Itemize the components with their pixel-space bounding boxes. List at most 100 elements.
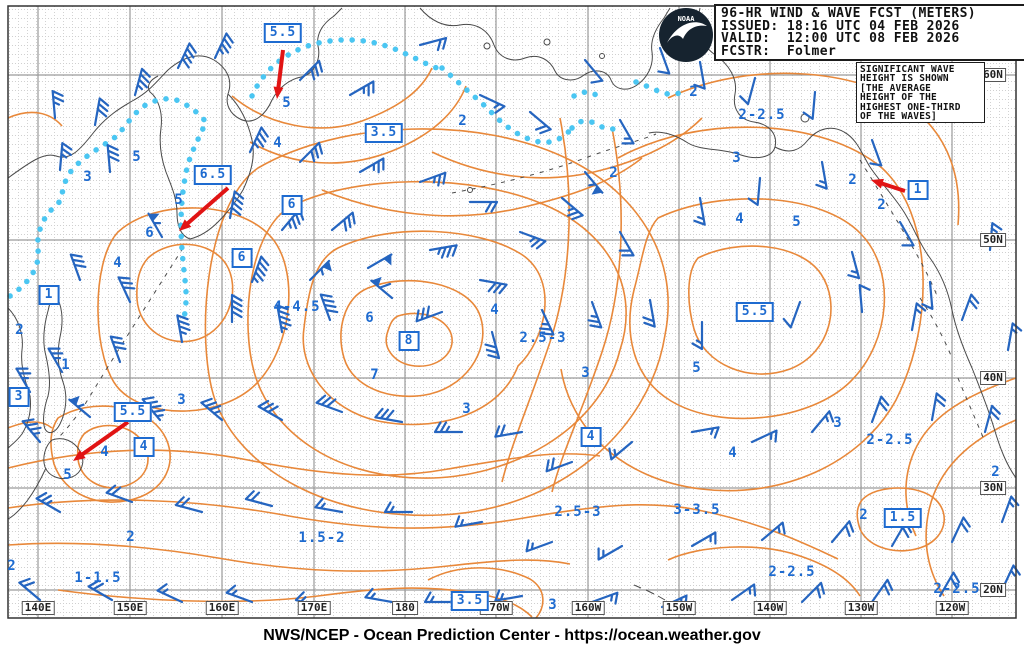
coastline: [633, 584, 666, 601]
wave-contour: [560, 126, 924, 492]
wind-barb: [423, 591, 454, 604]
wind-barb: [348, 80, 375, 97]
wind-barb: [800, 581, 826, 604]
wave-contour: [7, 499, 839, 560]
wind-barb: [58, 142, 73, 172]
wave-height-max-label: 1.5: [883, 508, 923, 528]
wind-barb: [642, 298, 656, 328]
wave-height-max-label: 8: [398, 331, 420, 351]
pointer-arrowhead: [871, 178, 884, 189]
wind-barb: [18, 577, 42, 602]
title-line-1: 96-HR WIND & WAVE FCST (METERS): [721, 6, 977, 21]
wind-barb: [830, 520, 855, 544]
wind-barb: [415, 305, 444, 323]
ice-edge: [7, 37, 689, 321]
wind-barb: [225, 584, 254, 604]
wind-barb: [494, 589, 524, 602]
wind-barb: [539, 308, 555, 336]
wind-barb: [518, 230, 547, 250]
wind-barb: [618, 118, 635, 145]
wave-height-label: 5: [63, 467, 73, 483]
title-block: 96-HR WIND & WAVE FCST (METERS) ISSUED: 1…: [714, 4, 1024, 61]
wind-barb: [870, 395, 890, 424]
wave-height-label: 3: [732, 150, 742, 166]
pointer-arrow: [182, 186, 230, 229]
note-line-2: HEIGHT IS SHOWN: [860, 73, 949, 85]
wind-barb: [21, 418, 42, 444]
wind-barb: [960, 293, 980, 322]
wave-height-note: SIGNIFICANT WAVE HEIGHT IS SHOWN [THE AVER…: [856, 62, 985, 124]
wave-contour: [431, 117, 703, 179]
wave-height-label: 2-2.5: [768, 564, 816, 580]
wind-barb: [478, 93, 506, 114]
wave-contour: [136, 243, 234, 343]
wind-barb: [364, 587, 394, 604]
wind-barb: [583, 170, 604, 195]
longitude-label: 130W: [844, 601, 878, 615]
longitude-label: 140W: [753, 601, 787, 615]
wind-barb: [847, 250, 861, 280]
wave-contour: [321, 157, 643, 217]
wind-barb: [298, 141, 324, 164]
wave-contour: [7, 111, 63, 127]
wind-barb: [51, 90, 65, 120]
wind-barb: [93, 97, 110, 127]
longitude-label: 160E: [205, 601, 239, 615]
wind-barb: [747, 176, 762, 206]
wave-height-label: 1: [61, 357, 71, 373]
wind-barb: [383, 501, 414, 514]
wind-barb: [690, 426, 720, 439]
wave-height-label: 2: [15, 322, 25, 338]
wind-barb: [750, 429, 778, 444]
coastline: [7, 307, 31, 449]
wave-height-max-label: 3.5: [450, 591, 490, 611]
wave-height-label: 5: [282, 95, 292, 111]
wind-barb: [782, 300, 802, 329]
wind-barb: [433, 421, 464, 434]
island-chain: [919, 297, 953, 359]
island-chain: [957, 377, 986, 443]
wind-barb: [898, 220, 915, 247]
note-line-5: HIGHEST ONE-THIRD: [860, 101, 961, 113]
wind-barb: [69, 253, 87, 282]
wave-contour: [340, 279, 484, 398]
coastline: [774, 127, 1017, 479]
note-line-1: SIGNIFICANT WAVE: [860, 64, 955, 75]
wind-barb: [802, 90, 817, 120]
wave-contour: [427, 567, 544, 619]
wave-height-label: 7: [370, 367, 380, 383]
coastline: [43, 293, 67, 434]
wind-barb: [230, 293, 243, 324]
ice-edge-line: [633, 79, 689, 98]
chart-frame: [7, 5, 1017, 619]
wave-height-label: 1.5-2: [298, 530, 346, 546]
wave-height-label: 1-1.5: [74, 570, 122, 586]
wind-barb: [484, 330, 501, 360]
wind-barb: [693, 60, 706, 90]
wind-barb: [858, 284, 871, 314]
island-chain: [451, 133, 657, 194]
coastline: [7, 467, 47, 520]
wind-barb: [418, 36, 448, 52]
wave-height-label: 4-4.5: [273, 299, 321, 315]
wave-height-label: 3: [462, 401, 472, 417]
wind-barb: [133, 67, 151, 97]
wave-height-label: 5: [792, 214, 802, 230]
title-line-3: VALID: 12:00 UTC 08 FEB 2026: [721, 31, 960, 46]
longitude-label: 150W: [662, 601, 696, 615]
wave-contour: [7, 449, 601, 476]
wave-height-label: 2: [848, 172, 858, 188]
longitude-label: 160W: [571, 601, 605, 615]
wind-barb: [478, 278, 508, 295]
wind-barb: [870, 578, 894, 604]
wave-height-max-label: 4: [580, 427, 602, 447]
wave-height-max-label: 5.5: [735, 302, 775, 322]
wave-contour: [501, 117, 570, 483]
ice-edge-line: [571, 89, 599, 99]
wave-height-label: 5: [132, 149, 142, 165]
wave-height-label: 2: [689, 84, 699, 100]
island: [467, 187, 473, 193]
wind-barb: [244, 490, 274, 508]
pointer-arrowhead: [273, 86, 284, 99]
